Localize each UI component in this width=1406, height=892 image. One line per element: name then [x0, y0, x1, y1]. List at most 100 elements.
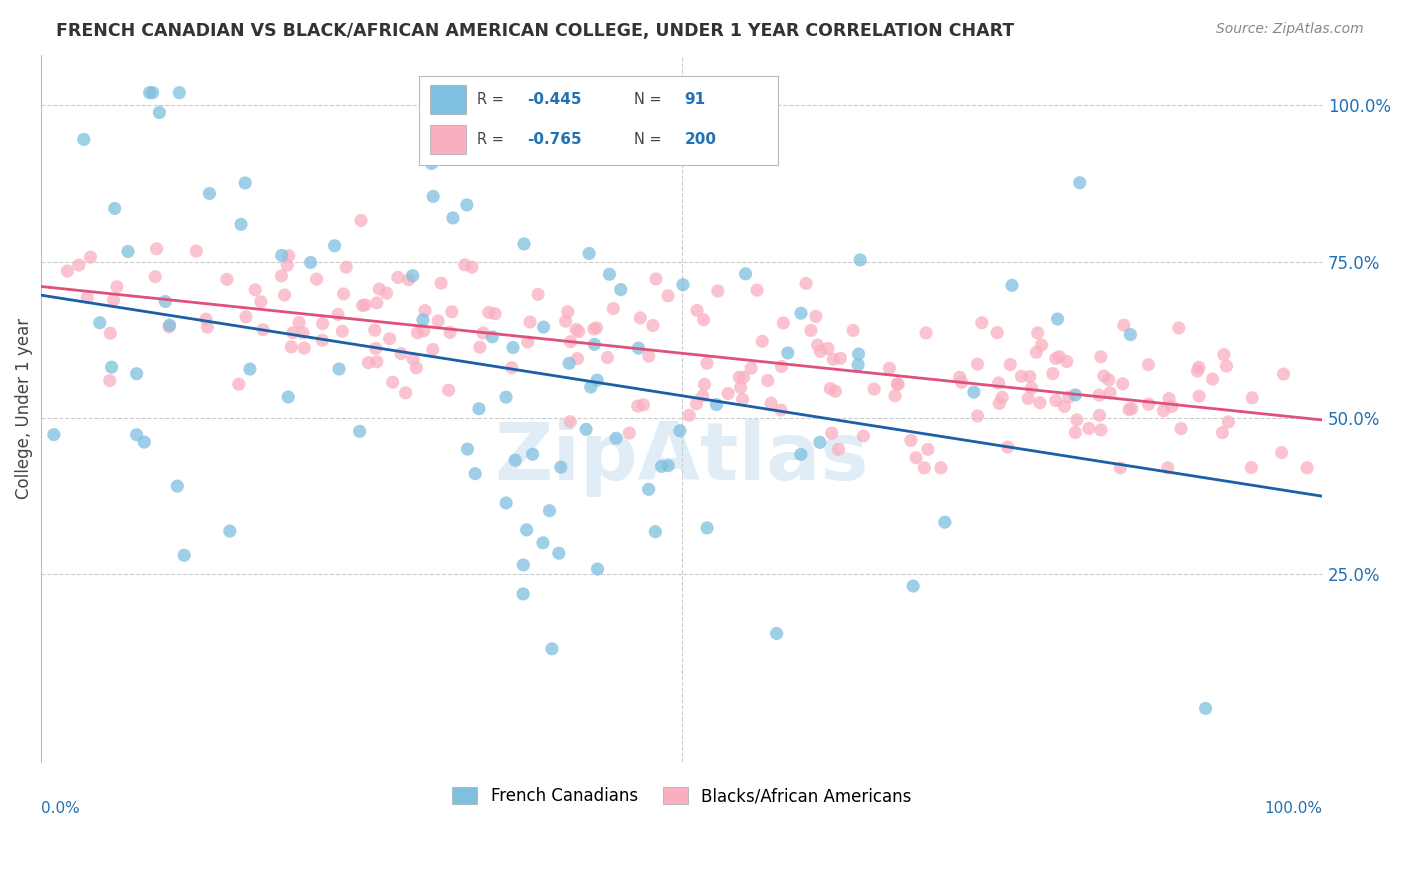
Point [886, 377, 908, 392]
Point [512, 587, 534, 601]
Point [98, 374, 121, 388]
Point [1098, 373, 1121, 387]
Point [692, 312, 714, 326]
Point [323, 239, 346, 253]
Point [402, 268, 425, 283]
Point [633, 398, 655, 412]
Point [852, 429, 875, 443]
Point [456, 442, 478, 457]
Point [1272, 367, 1295, 381]
Point [887, 377, 910, 392]
Point [610, 283, 633, 297]
Point [516, 523, 538, 537]
Point [352, 298, 374, 312]
Point [583, 337, 606, 351]
Point [229, 218, 252, 232]
Point [280, 340, 302, 354]
Point [79, 250, 101, 264]
Point [596, 351, 619, 365]
Point [637, 349, 659, 363]
Point [169, 86, 191, 100]
Point [929, 461, 952, 475]
Point [846, 358, 869, 372]
Point [1026, 326, 1049, 340]
Point [627, 341, 650, 355]
Point [884, 389, 907, 403]
Point [273, 288, 295, 302]
Point [413, 303, 436, 318]
Point [879, 361, 901, 376]
Point [1112, 318, 1135, 333]
Point [863, 382, 886, 396]
Point [1018, 369, 1040, 384]
Point [398, 273, 420, 287]
Point [1000, 358, 1022, 372]
Point [966, 357, 988, 371]
Point [148, 105, 170, 120]
Point [598, 267, 620, 281]
Point [186, 244, 208, 259]
Point [427, 314, 450, 328]
Point [637, 483, 659, 497]
Point [67, 258, 90, 272]
Point [456, 198, 478, 212]
Point [157, 319, 180, 334]
Point [772, 316, 794, 330]
Point [422, 343, 444, 357]
Point [1137, 397, 1160, 411]
Point [1077, 421, 1099, 435]
Point [912, 461, 935, 475]
Point [669, 424, 692, 438]
Point [1057, 390, 1080, 404]
Point [905, 450, 928, 465]
Point [1042, 367, 1064, 381]
Point [502, 341, 524, 355]
Point [478, 305, 501, 319]
Point [988, 396, 1011, 410]
Point [1156, 461, 1178, 475]
Point [901, 579, 924, 593]
Point [464, 467, 486, 481]
Point [644, 524, 666, 539]
Point [299, 255, 322, 269]
Point [1064, 425, 1087, 440]
Point [1045, 351, 1067, 366]
Point [602, 301, 624, 316]
Point [100, 360, 122, 375]
Point [986, 326, 1008, 340]
Point [1066, 413, 1088, 427]
Point [468, 340, 491, 354]
Point [1118, 402, 1140, 417]
Point [848, 347, 870, 361]
Point [696, 356, 718, 370]
Point [1031, 338, 1053, 352]
Point [538, 504, 561, 518]
Point [915, 326, 938, 340]
Point [381, 375, 404, 389]
Point [481, 330, 503, 344]
Point [806, 338, 828, 352]
Point [776, 346, 799, 360]
Point [281, 326, 304, 340]
Point [366, 296, 388, 310]
Point [194, 312, 217, 326]
Point [547, 546, 569, 560]
Point [1069, 176, 1091, 190]
Point [731, 392, 754, 407]
Point [987, 376, 1010, 390]
Point [326, 307, 349, 321]
Y-axis label: College, Under 1 year: College, Under 1 year [15, 318, 32, 499]
Point [645, 272, 668, 286]
Point [1046, 312, 1069, 326]
Point [817, 342, 839, 356]
Point [1017, 392, 1039, 406]
Point [195, 320, 218, 334]
Point [270, 248, 292, 262]
Point [501, 360, 523, 375]
Point [733, 370, 755, 384]
Point [364, 342, 387, 356]
Point [824, 384, 846, 399]
Point [277, 390, 299, 404]
Point [1121, 401, 1143, 416]
Point [686, 303, 709, 318]
